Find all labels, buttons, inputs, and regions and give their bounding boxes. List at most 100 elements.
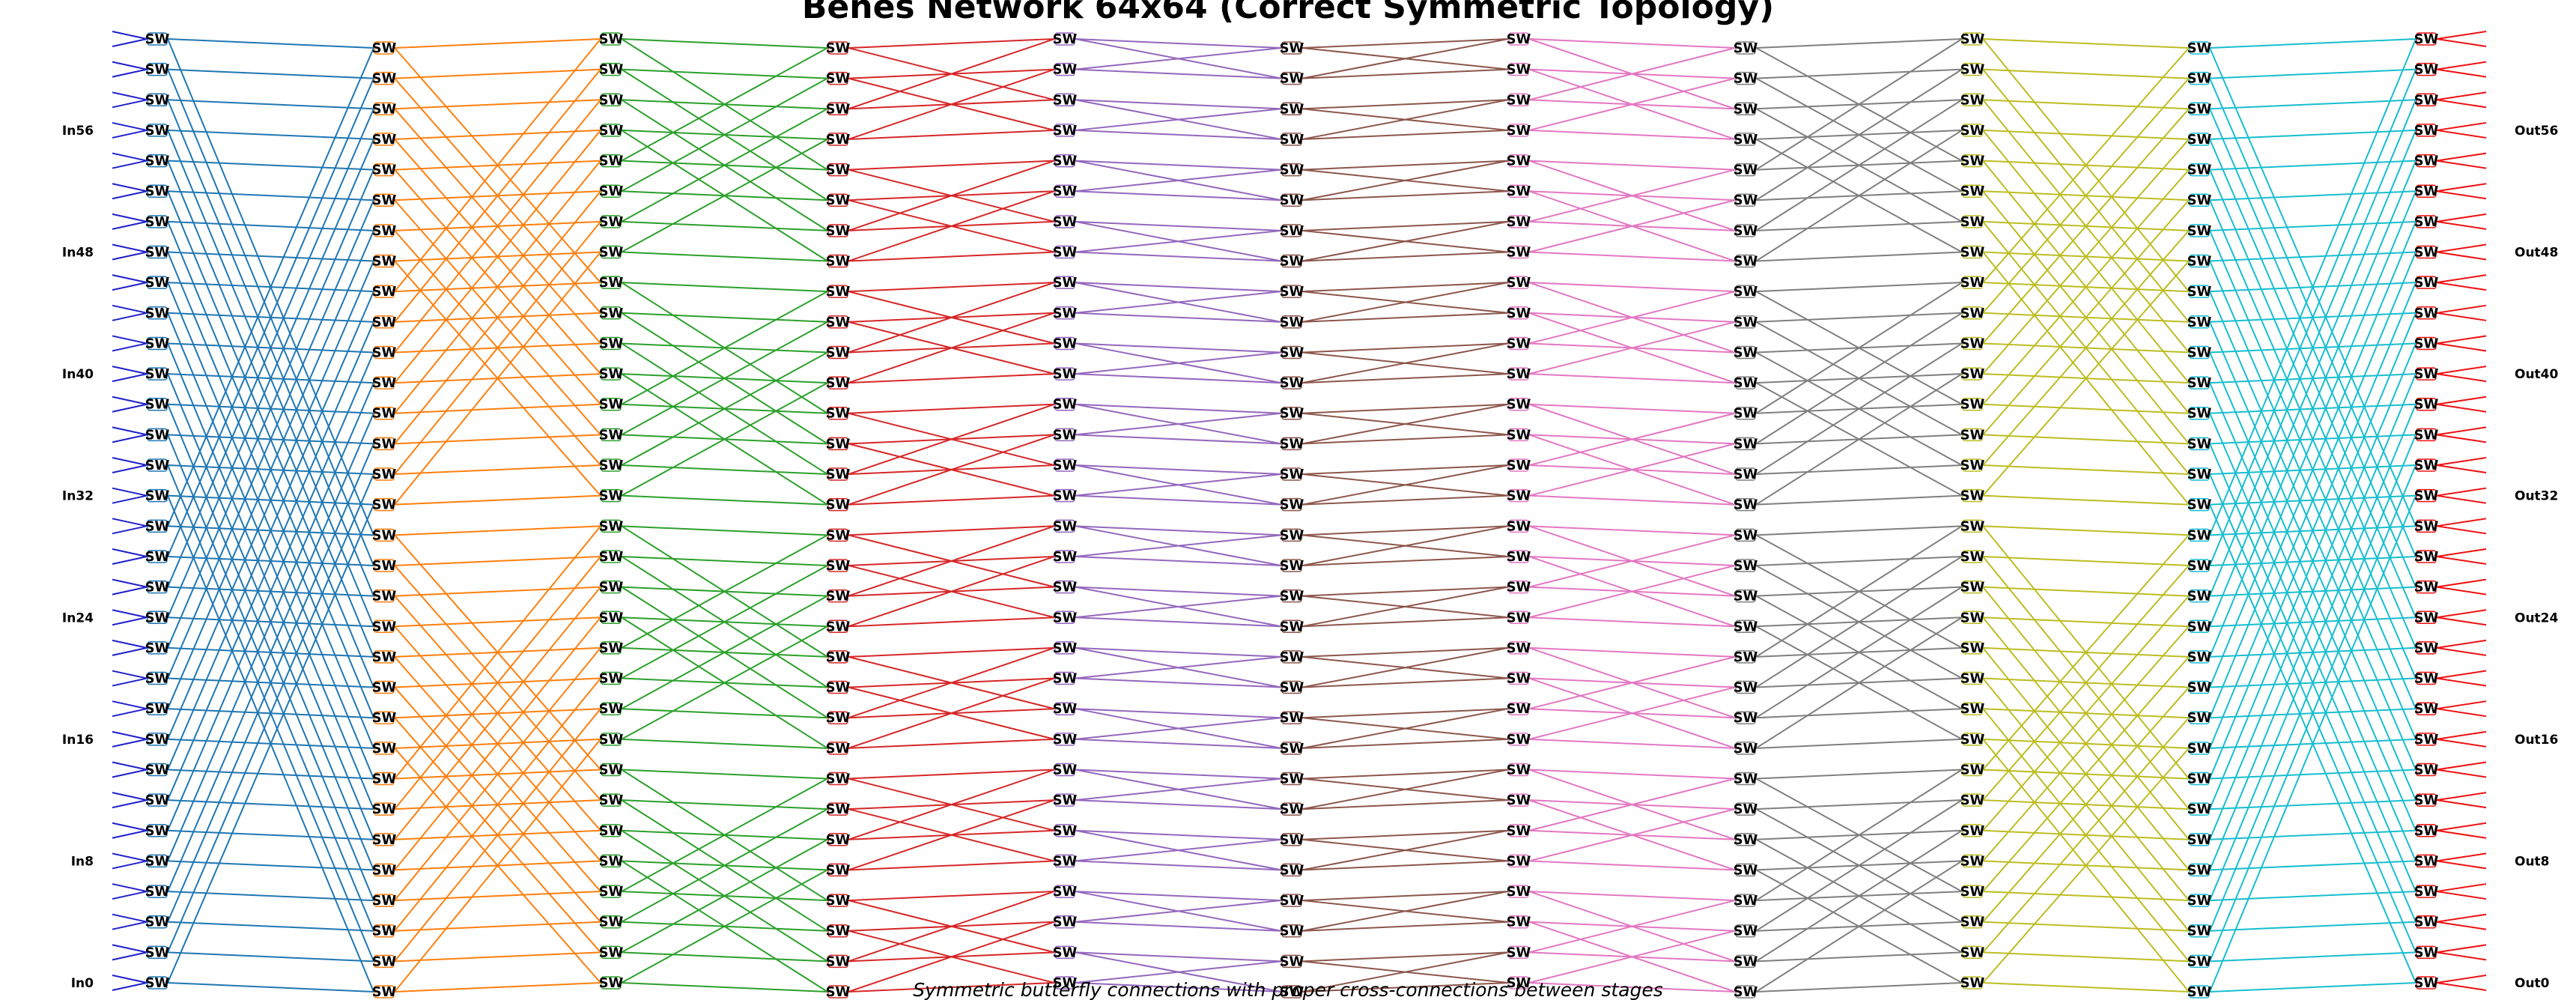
link-cross	[1755, 778, 1963, 892]
input-line	[112, 708, 148, 718]
switch-glyph: SW	[826, 193, 851, 208]
link-cross	[394, 686, 601, 923]
link-cross	[1982, 69, 2190, 323]
switch-node: SW	[1053, 92, 1078, 108]
link-straight	[1301, 464, 1509, 476]
switch-node: SW	[1280, 345, 1304, 360]
output-line	[2436, 373, 2487, 383]
switch-glyph: SW	[599, 427, 624, 443]
switch-glyph: SW	[1507, 518, 1531, 534]
switch-glyph: SW	[2414, 884, 2439, 900]
switch-glyph: SW	[1053, 853, 1078, 869]
switch-node: SW	[599, 762, 624, 778]
switch-glyph: SW	[1960, 823, 1985, 839]
link-cross	[1301, 595, 1509, 619]
switch-node: SW	[599, 518, 624, 534]
link-cross	[848, 47, 1055, 101]
switch-glyph: SW	[826, 741, 851, 757]
link-straight	[848, 494, 1055, 506]
switch-glyph: SW	[2414, 975, 2439, 991]
switch-glyph: SW	[1734, 954, 1758, 969]
switch-glyph: SW	[599, 458, 624, 473]
switch-node: SW	[1507, 458, 1531, 473]
link-straight	[1982, 616, 2190, 628]
switch-glyph: SW	[372, 375, 397, 391]
switch-glyph: SW	[2414, 245, 2439, 261]
switch-node: SW	[372, 193, 397, 208]
switch-node: SW	[599, 823, 624, 839]
switch-glyph: SW	[826, 680, 851, 696]
output-line	[2436, 68, 2487, 78]
switch-glyph: SW	[2414, 762, 2439, 778]
switch-glyph: SW	[1280, 406, 1304, 422]
link-straight	[2209, 799, 2416, 810]
switch-node: SW	[372, 101, 397, 117]
switch-glyph: SW	[2414, 823, 2439, 839]
switch-node: SW	[145, 884, 170, 900]
link-straight	[1528, 373, 1736, 384]
switch-node: SW	[372, 163, 397, 178]
link-straight	[167, 190, 374, 201]
switch-glyph: SW	[1280, 193, 1304, 208]
switch-glyph: SW	[1960, 123, 1985, 139]
link-straight	[621, 769, 828, 780]
output-line	[2436, 975, 2487, 984]
switch-glyph: SW	[1734, 132, 1758, 148]
switch-glyph: SW	[2187, 984, 2212, 1000]
switch-glyph: SW	[1960, 336, 1985, 351]
switch-node: SW	[1053, 732, 1078, 748]
link-cross	[1982, 586, 2190, 840]
switch-glyph: SW	[2187, 710, 2212, 726]
link-straight	[1075, 708, 1282, 719]
switch-glyph: SW	[2414, 306, 2439, 321]
switch-node: SW	[2414, 518, 2439, 534]
link-cross	[394, 625, 601, 862]
switch-glyph: SW	[1734, 649, 1758, 665]
output-line	[2436, 38, 2487, 47]
link-straight	[1075, 799, 1282, 810]
switch-glyph: SW	[826, 163, 851, 178]
switch-node: SW	[1280, 254, 1304, 270]
switch-node: SW	[1507, 549, 1531, 565]
switch-glyph: SW	[599, 793, 624, 808]
input-line	[112, 373, 148, 383]
switch-glyph: SW	[826, 436, 851, 452]
switch-glyph: SW	[1280, 163, 1304, 178]
link-cross	[1528, 68, 1736, 140]
switch-glyph: SW	[372, 893, 397, 909]
switch-glyph: SW	[826, 406, 851, 422]
switch-node: SW	[145, 640, 170, 656]
switch-node: SW	[599, 123, 624, 139]
link-straight	[1301, 555, 1509, 566]
stage-links-9	[2209, 38, 2416, 993]
switch-glyph: SW	[599, 853, 624, 869]
switch-glyph: SW	[826, 649, 851, 665]
switch-glyph: SW	[145, 793, 170, 808]
switch-glyph: SW	[1734, 771, 1758, 787]
switch-node: SW	[2414, 62, 2439, 78]
link-straight	[1075, 342, 1282, 354]
switch-node: SW	[826, 558, 851, 574]
switch-node: SW	[1507, 31, 1531, 47]
switch-glyph: SW	[2414, 92, 2439, 108]
input-line	[112, 578, 148, 588]
switch-node: SW	[2187, 193, 2212, 208]
link-cross	[1075, 464, 1282, 506]
output-port-label: Out24	[2515, 610, 2559, 625]
stage-links-4	[1075, 38, 1282, 993]
switch-node: SW	[599, 184, 624, 199]
switch-glyph: SW	[2187, 315, 2212, 330]
link-straight	[1075, 99, 1282, 110]
link-straight	[167, 251, 374, 262]
link-straight	[1982, 434, 2190, 445]
switch-node: SW	[372, 497, 397, 513]
input-line	[112, 769, 148, 778]
switch-glyph: SW	[2414, 671, 2439, 687]
switch-node: SW	[826, 619, 851, 634]
switch-glyph: SW	[1734, 436, 1758, 452]
link-straight	[1528, 38, 1736, 49]
link-cross	[167, 312, 374, 810]
switch-node: SW	[2414, 306, 2439, 321]
switch-node: SW	[2414, 732, 2439, 748]
